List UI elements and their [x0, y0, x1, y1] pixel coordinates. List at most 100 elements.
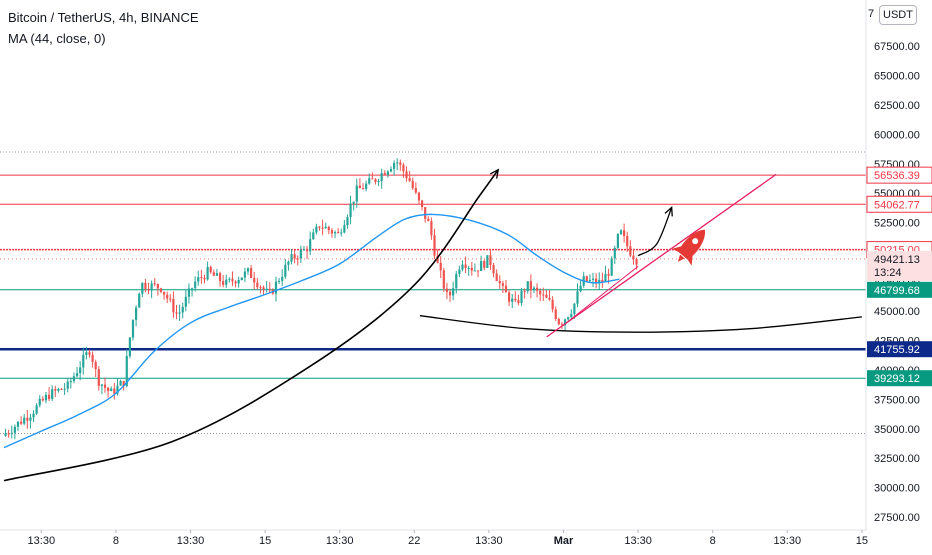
last-price-label: 49421.13	[874, 254, 920, 266]
candle-body	[402, 164, 405, 172]
candle-body	[548, 297, 551, 300]
currency-button[interactable]: USDT	[879, 5, 917, 25]
candle-body	[107, 387, 110, 392]
level-label-box-4	[867, 341, 932, 358]
candle-body	[268, 288, 271, 290]
y-tick-label: 35000.00	[874, 424, 920, 436]
candle-body	[69, 381, 72, 383]
candle-body	[610, 258, 613, 276]
candle-body	[187, 288, 191, 297]
candle-body	[141, 282, 144, 294]
y-tick-label: 60000.00	[874, 129, 920, 141]
candle-body	[343, 225, 346, 233]
candle-body	[234, 281, 237, 284]
candle-body	[430, 221, 433, 236]
candles-group	[4, 158, 638, 440]
candle-body	[166, 294, 169, 299]
candle-body	[293, 254, 296, 259]
x-tick-label: 15	[856, 535, 868, 547]
candle-body	[448, 291, 452, 296]
candle-body	[256, 282, 259, 288]
candle-body	[501, 283, 504, 286]
level-label-box-1	[866, 195, 932, 213]
candle-body	[119, 380, 122, 386]
y-tick-label: 67500.00	[874, 41, 920, 53]
candle-body	[113, 388, 116, 394]
candle-body	[365, 183, 368, 189]
candle-body	[476, 270, 480, 272]
candle-body	[632, 255, 635, 260]
candle-body	[570, 314, 573, 318]
candle-body	[445, 288, 449, 292]
candle-body	[554, 309, 557, 319]
candle-body	[138, 293, 141, 308]
level-label-box-0	[866, 166, 932, 184]
candle-body	[623, 230, 626, 237]
candle-body	[44, 394, 48, 401]
candle-body	[414, 188, 417, 193]
candle-body	[16, 421, 20, 427]
candle-body	[573, 303, 576, 315]
candle-body	[539, 290, 542, 295]
candle-body	[206, 266, 209, 280]
candle-body	[470, 267, 473, 271]
candle-body	[595, 278, 598, 284]
y-tick-label: 52500.00	[874, 218, 920, 230]
candle-body	[601, 279, 604, 282]
candle-body	[529, 281, 532, 291]
candle-body	[442, 270, 445, 289]
candle-body	[330, 230, 334, 234]
candle-body	[246, 268, 250, 272]
candle-body	[243, 271, 246, 278]
candle-body	[461, 264, 464, 270]
indicator-legend[interactable]: MA (44, close, 0)	[8, 31, 106, 46]
candle-body	[420, 200, 424, 208]
rocket-fins	[671, 245, 693, 266]
candle-body	[607, 273, 610, 276]
candle-body	[212, 272, 215, 276]
time-axis-bg	[0, 530, 932, 550]
candle-body	[190, 288, 194, 290]
candle-body	[396, 162, 399, 164]
candle-body	[542, 294, 545, 296]
x-tick-label: 13:30	[177, 535, 205, 547]
candle-body	[231, 278, 234, 282]
candle-body	[250, 268, 253, 278]
level-label-3: 46799.68	[874, 285, 920, 297]
candle-body	[535, 287, 539, 291]
candle-body	[57, 388, 60, 391]
candle-body	[26, 417, 29, 421]
candle-body	[135, 307, 138, 320]
candle-body	[305, 249, 309, 252]
x-tick-label: 13:30	[326, 535, 354, 547]
candle-body	[411, 181, 414, 189]
candle-body	[392, 162, 396, 169]
candle-body	[309, 239, 312, 252]
symbol-title[interactable]: Bitcoin / TetherUS, 4h, BINANCE	[8, 10, 199, 25]
candle-body	[511, 298, 514, 302]
candle-body	[228, 278, 231, 280]
candle-body	[517, 300, 520, 303]
candle-body	[489, 255, 492, 265]
candle-body	[60, 388, 63, 390]
candle-body	[110, 388, 113, 392]
candle-body	[417, 192, 421, 201]
candle-body	[281, 276, 284, 281]
candle-body	[4, 433, 7, 436]
candle-body	[147, 288, 150, 291]
candle-body	[209, 266, 212, 273]
candle-body	[218, 273, 222, 282]
rounded-bottom-curve	[419, 315, 862, 333]
y-tick-label: 65000.00	[874, 70, 920, 82]
candle-body	[88, 352, 91, 355]
candle-body	[116, 385, 119, 394]
candle-body	[159, 288, 163, 292]
candle-body	[169, 298, 172, 300]
y-tick-label: 45000.00	[874, 306, 920, 318]
candle-body	[560, 324, 564, 326]
candle-body	[277, 280, 281, 282]
candle-body	[91, 354, 94, 362]
candle-body	[368, 178, 371, 184]
